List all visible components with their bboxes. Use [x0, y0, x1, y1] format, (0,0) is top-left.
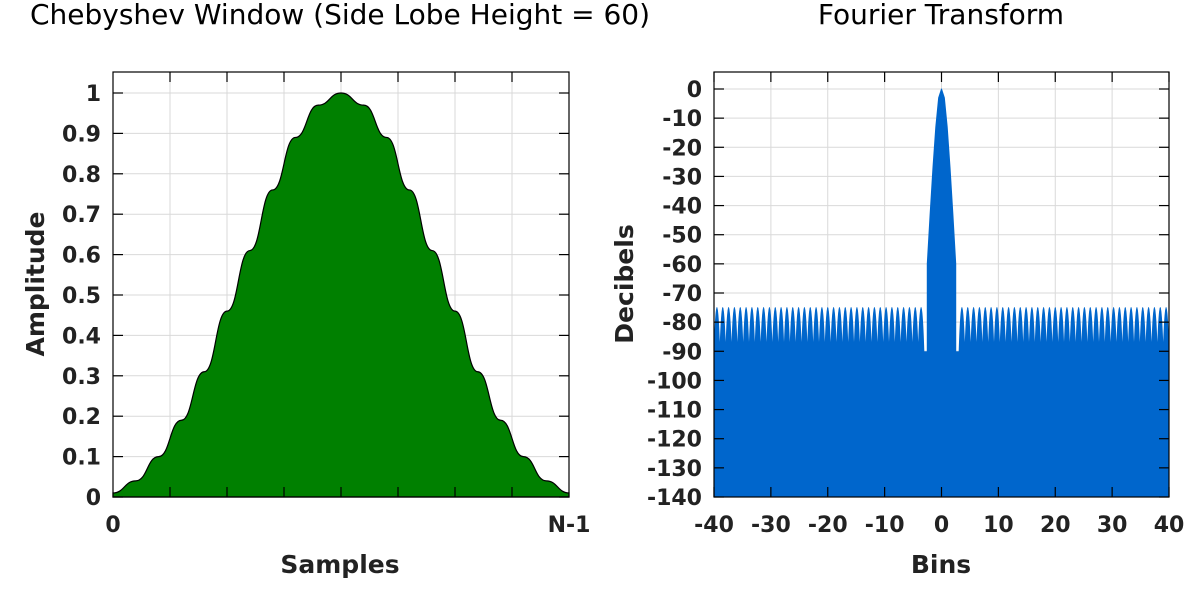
- x-tick-label: 40: [1154, 513, 1185, 538]
- y-tick-label: -20: [662, 136, 702, 161]
- x-axis-label-bins: Bins: [911, 550, 971, 579]
- y-tick-label: 0.2: [62, 405, 101, 430]
- window-plot: 0 0.1 0.2 0.3 0.4 0.5 0.6 0.7 0.8 0.9 1 0 N-1: [62, 71, 591, 538]
- y-tick-label: -80: [662, 311, 702, 336]
- y-axis-label-amplitude: Amplitude: [21, 211, 50, 356]
- y-tick-label: 0.1: [62, 446, 101, 471]
- y-tick-label: 0.3: [62, 365, 101, 390]
- x-tick-label: 10: [983, 513, 1014, 538]
- window-area: [112, 92, 570, 498]
- y-tick-label: 0.4: [62, 324, 101, 349]
- y-tick-label: 0.7: [62, 203, 101, 228]
- x-tick-label: -40: [694, 513, 734, 538]
- y-tick-label: 0.6: [62, 244, 101, 269]
- x-tick-label: 20: [1040, 513, 1071, 538]
- main-lobe-area: [926, 88, 957, 498]
- y-tick-label: -110: [647, 399, 702, 424]
- y-tick-label: 0.5: [62, 284, 101, 309]
- chart-title-window: Chebyshev Window (Side Lobe Height = 60): [30, 0, 650, 31]
- y-tick-label: 0: [86, 486, 101, 511]
- y-tick-label: 0.8: [62, 163, 101, 188]
- x-tick-label: -10: [865, 513, 905, 538]
- chart-title-fourier: Fourier Transform: [818, 0, 1064, 31]
- x-tick-label: -20: [808, 513, 848, 538]
- y-tick-label: -90: [662, 340, 702, 365]
- y-tick-label: -100: [647, 369, 702, 394]
- y-tick-label: 0.9: [62, 122, 101, 147]
- y-tick-label: 1: [86, 82, 101, 107]
- x-axis-label-samples: Samples: [280, 550, 399, 579]
- x-tick-label: 0: [105, 513, 120, 538]
- x-tick-label: N-1: [548, 513, 591, 538]
- y-tick-label: -10: [662, 107, 702, 132]
- y-tick-label: -30: [662, 165, 702, 190]
- y-axis-label-decibels: Decibels: [610, 224, 639, 343]
- y-tick-label: -70: [662, 282, 702, 307]
- y-tick-label: 0: [687, 78, 702, 103]
- fourier-plot: 0-10-20-30-40-50-60-70-80-90-100-110-120…: [647, 71, 1185, 538]
- y-tick-label: -60: [662, 253, 702, 278]
- y-tick-label: -140: [647, 486, 702, 511]
- y-tick-label: -40: [662, 195, 702, 220]
- x-tick-label: 30: [1097, 513, 1128, 538]
- y-tick-label: -120: [647, 428, 702, 453]
- y-tick-label: -130: [647, 457, 702, 482]
- x-tick-label: 0: [934, 513, 949, 538]
- x-tick-label: -30: [751, 513, 791, 538]
- y-tick-label: -50: [662, 224, 702, 249]
